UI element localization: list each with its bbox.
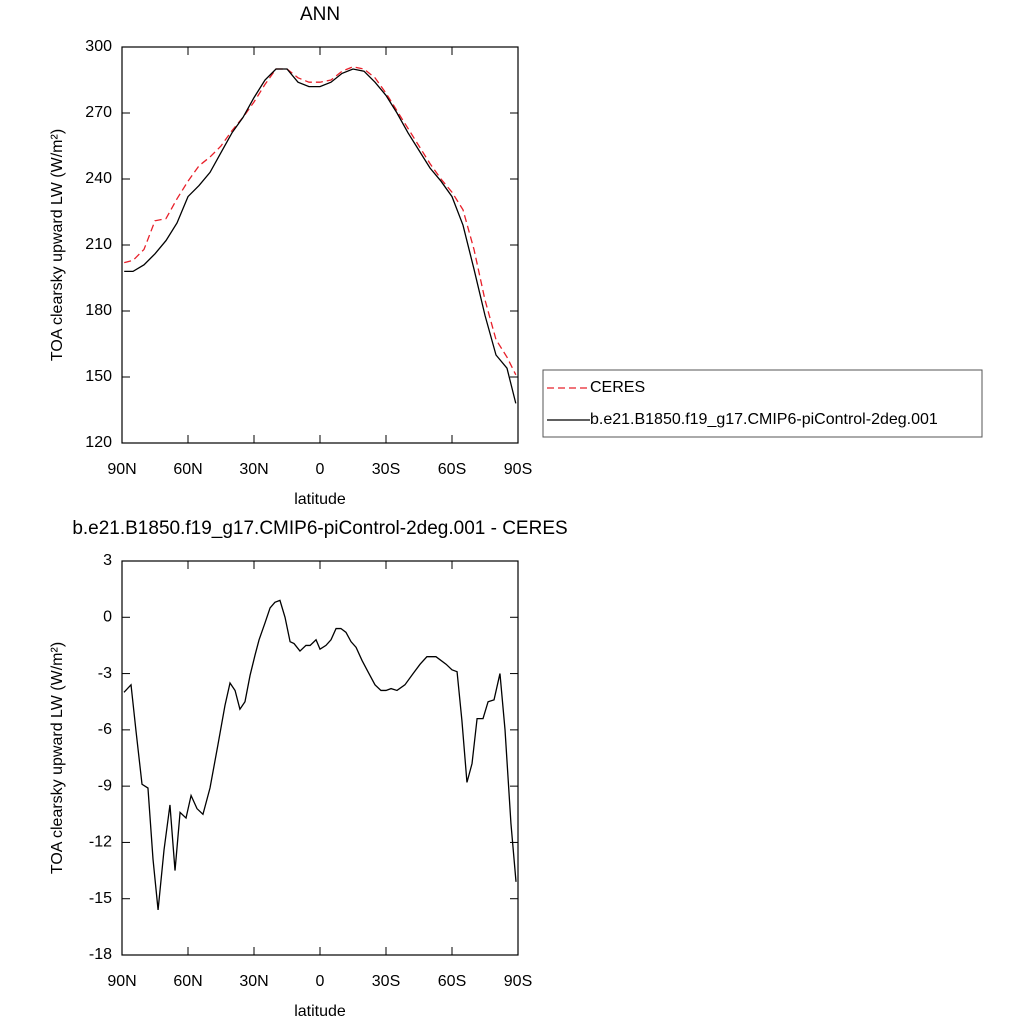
- y-tick-label: 150: [85, 368, 112, 385]
- y-tick-label: -6: [98, 721, 112, 738]
- x-tick-label: 30N: [239, 973, 268, 990]
- y-tick-label: 120: [85, 434, 112, 451]
- chart-title: ANN: [300, 4, 340, 25]
- x-tick-label: 30S: [372, 973, 400, 990]
- y-axis-label: TOA clearsky upward LW (W/m²): [49, 129, 66, 361]
- legend: CERES b.e21.B1850.f19_g17.CMIP6-piControl…: [542, 369, 983, 438]
- legend-box: [542, 369, 983, 438]
- data-line: [124, 68, 517, 404]
- y-tick-label: -18: [89, 946, 112, 963]
- x-tick-label: 60N: [173, 461, 202, 478]
- x-tick-label: 90S: [504, 461, 532, 478]
- y-tick-label: -3: [98, 665, 112, 682]
- x-tick-label: 60S: [438, 973, 466, 990]
- y-tick-label: -12: [89, 834, 112, 851]
- y-axis-label: TOA clearsky upward LW (W/m²): [49, 642, 66, 874]
- y-tick-label: 180: [85, 302, 112, 319]
- plot: ANN latitude TOA clearsky upward LW (W/m²)…: [49, 4, 983, 508]
- y-tick-label: 240: [85, 170, 112, 187]
- data-line: [124, 66, 517, 376]
- data-line: [123, 599, 517, 911]
- y-tick-label: -15: [89, 890, 112, 907]
- x-axis-label: latitude: [294, 491, 346, 508]
- x-tick-label: 90N: [107, 973, 136, 990]
- x-tick-label: 30S: [372, 461, 400, 478]
- x-tick-label: 60S: [438, 461, 466, 478]
- x-tick-label: 0: [316, 973, 325, 990]
- legend-label: CERES: [590, 379, 645, 396]
- x-tick-label: 60N: [173, 973, 202, 990]
- plot-frame: [121, 46, 519, 444]
- plot: b.e21.B1850.f19_g17.CMIP6-piControl-2deg…: [49, 518, 567, 1020]
- y-tick-label: -9: [98, 777, 112, 794]
- y-tick-label: 0: [103, 609, 112, 626]
- y-tick-label: 300: [85, 38, 112, 55]
- plot-frame: [121, 560, 519, 956]
- x-tick-label: 90S: [504, 973, 532, 990]
- legend-label: b.e21.B1850.f19_g17.CMIP6-piControl-2deg…: [590, 411, 938, 428]
- y-tick-label: 270: [85, 104, 112, 121]
- x-tick-label: 30N: [239, 461, 268, 478]
- x-tick-label: 0: [316, 461, 325, 478]
- y-tick-label: 3: [103, 552, 112, 569]
- chart-title: b.e21.B1850.f19_g17.CMIP6-piControl-2deg…: [72, 518, 567, 539]
- x-tick-label: 90N: [107, 461, 136, 478]
- x-axis-label: latitude: [294, 1003, 346, 1020]
- y-tick-label: 210: [85, 236, 112, 253]
